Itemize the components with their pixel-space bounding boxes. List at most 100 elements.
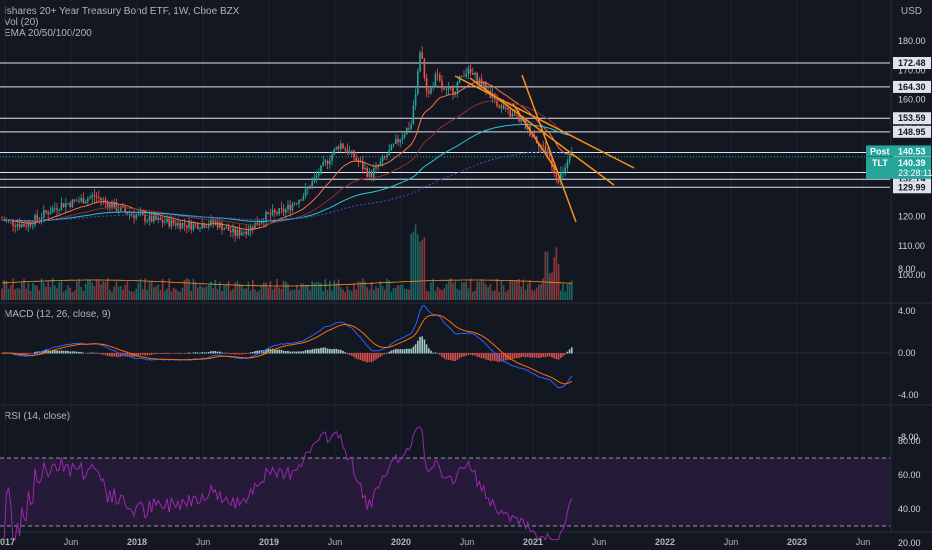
volume-bar [540,283,542,300]
candle-body [67,203,69,205]
candle-body [21,224,23,228]
candle-body [395,139,397,144]
candle-body [423,58,426,78]
candle-body [412,105,415,125]
macd-histogram-bar [538,353,540,358]
volume-bar [529,280,531,300]
volume-bar [192,278,195,300]
volume-bar [170,291,173,300]
rsi-band-fill [0,458,890,526]
volume-bar [133,291,135,300]
volume-bar [544,251,547,300]
trendlines [454,74,635,223]
rsi-pane-label: RSI (14, close) [4,411,71,422]
macd-histogram-bar [276,349,278,354]
candle-body [260,221,263,224]
candle-body [465,73,467,77]
candle-body [333,149,335,155]
macd-histogram-bar [432,352,434,354]
candle-body [403,134,406,138]
volume-bar [27,282,30,300]
macd-histogram-bar [447,353,450,360]
candle-body [197,223,199,229]
candle-body [252,226,254,230]
time-tick-label: Jun [592,537,607,547]
volume-bar [49,286,52,300]
macd-line [1,305,573,389]
volume-bar [362,278,364,300]
macd-histogram-bar [318,348,320,354]
volume-bar [258,290,261,300]
macd-histogram-bar [76,351,78,354]
volume-bar [76,281,78,300]
candle-body [560,172,562,183]
candle-body [353,150,355,158]
macd-histogram-bar [122,353,124,357]
macd-histogram-bar [300,351,302,354]
candle-body [544,146,547,154]
candle-body [500,105,503,108]
candle-body [236,229,239,236]
volume-bar [434,290,437,300]
candle-body [331,154,333,161]
candle-body [443,88,445,90]
candle-body [421,52,423,59]
macd-histogram-bar [384,353,386,355]
candle-body [542,145,544,147]
price-tick-label: 100.00 [898,270,926,280]
macd-histogram-bar [469,353,472,355]
candle-body [159,217,162,220]
macd-histogram-bar [32,353,34,354]
candle-body [216,221,219,228]
macd-histogram-bar [65,350,67,354]
candle-body [549,150,551,157]
candle-body [146,220,148,222]
candle-body [179,222,181,229]
macd-histogram-bar [170,353,173,354]
candle-body [58,209,60,211]
macd-histogram-bar [164,353,166,355]
macd-histogram-bar [348,353,351,356]
volume-bar [164,290,166,300]
volume-bar [148,282,151,300]
candle-body [65,203,67,208]
volume-bar [111,291,113,300]
volume-bar [502,285,505,300]
macd-histogram-bar [289,351,291,354]
macd-histogram-bar [342,350,344,354]
macd-histogram-bar [465,353,467,356]
volume-bar [43,283,45,300]
macd-histogram-bar [445,353,448,360]
price-tick-label: 180.00 [898,36,926,46]
candle-body [100,197,102,201]
volume-bar [425,290,428,300]
candle-body [14,225,16,227]
volume-bar [190,291,192,300]
time-tick-label: Jun [460,537,475,547]
volume-bar [234,282,236,300]
macd-histogram-bar [494,353,496,362]
volume-bar [214,279,217,300]
candle-body [454,91,456,94]
candle-body [507,107,509,110]
volume-bar [69,287,71,300]
volume-bar [399,285,401,300]
volume-bar [175,288,177,300]
candle-body [390,144,393,151]
macd-histogram-bar [137,353,140,356]
volume-bar [267,287,269,300]
macd-histogram-bar [142,353,144,355]
ema-20-line [1,81,572,231]
macd-histogram-bar [313,348,316,354]
macd-tick-label: 4.00 [898,306,916,316]
volume-bar [201,287,203,300]
macd-histogram-bar [181,353,184,354]
macd-histogram-bar [560,353,562,358]
candle-body [302,196,305,201]
candle-body [463,75,465,77]
macd-histogram-bar [71,351,74,354]
candle-body [298,199,300,204]
candle-body [164,222,166,223]
volume-bar [89,279,91,300]
